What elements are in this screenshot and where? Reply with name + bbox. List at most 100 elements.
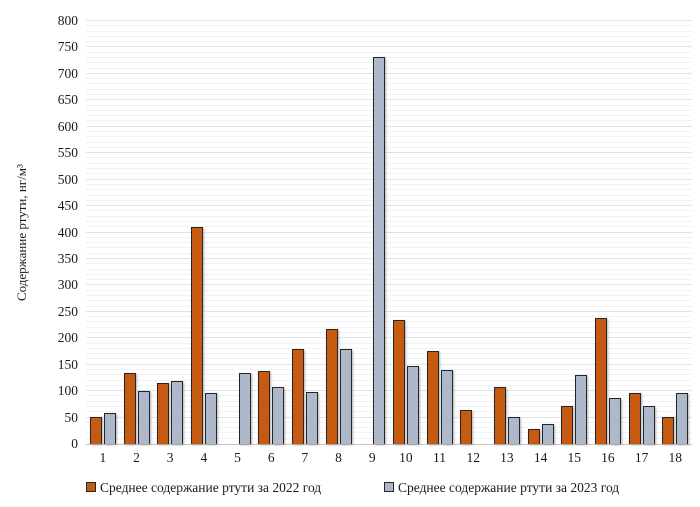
bar-2023-cat-15 xyxy=(575,375,588,444)
x-tick-label: 8 xyxy=(335,450,342,465)
minor-gridline xyxy=(86,120,692,122)
minor-gridline xyxy=(86,294,692,296)
minor-gridline xyxy=(86,189,692,191)
bar-2022-cat-18 xyxy=(662,416,675,444)
major-gridline xyxy=(86,99,692,101)
major-gridline xyxy=(86,363,692,365)
bar-2022-cat-12 xyxy=(460,410,473,444)
bar-group-16 xyxy=(591,21,625,444)
x-tick-label: 5 xyxy=(234,450,241,465)
bar-2023-cat-14 xyxy=(541,424,554,444)
major-gridline xyxy=(86,178,692,180)
bar-2022-cat-16 xyxy=(594,318,607,444)
bar-group-11 xyxy=(423,21,457,444)
minor-gridline xyxy=(86,379,692,381)
minor-gridline xyxy=(86,199,692,201)
bar-group-9 xyxy=(355,21,389,444)
minor-gridline xyxy=(86,83,692,85)
minor-gridline xyxy=(86,316,692,318)
x-tick-label: 14 xyxy=(533,450,548,465)
x-tick-label: 11 xyxy=(433,450,447,465)
minor-gridline xyxy=(86,326,692,328)
x-tick-label: 13 xyxy=(500,450,514,465)
bars xyxy=(86,21,692,444)
minor-gridline xyxy=(86,62,692,64)
major-gridline xyxy=(86,46,692,48)
legend-swatch-icon xyxy=(86,482,96,492)
bar-group-2 xyxy=(120,21,154,444)
y-axis-ticks: 0 50 100 150 200 250 300 350 400 450 500 550 600 650 7… xyxy=(0,14,78,451)
bar-group-6 xyxy=(254,21,288,444)
bar-2023-cat-5 xyxy=(238,372,251,444)
minor-gridline xyxy=(86,384,692,386)
bar-2023-cat-6 xyxy=(272,387,285,444)
bar-2023-cat-8 xyxy=(339,348,352,444)
minor-gridline xyxy=(86,220,692,222)
bar-group-17 xyxy=(625,21,659,444)
minor-gridline xyxy=(86,51,692,53)
y-tick-label: 250 xyxy=(57,304,78,319)
bar-2023-cat-1 xyxy=(103,413,116,444)
minor-gridline xyxy=(86,109,692,111)
x-tick-label: 17 xyxy=(634,450,649,465)
bar-group-7 xyxy=(288,21,322,444)
minor-gridline xyxy=(86,421,692,423)
bar-2022-cat-13 xyxy=(493,386,506,444)
minor-gridline xyxy=(86,226,692,228)
minor-gridline xyxy=(86,104,692,106)
y-tick-label: 500 xyxy=(57,172,78,187)
y-tick-label: 0 xyxy=(71,436,78,451)
minor-gridline xyxy=(86,247,692,249)
bar-2022-cat-6 xyxy=(258,370,271,444)
minor-gridline xyxy=(86,331,692,333)
minor-gridline xyxy=(86,432,692,434)
bar-group-14 xyxy=(524,21,558,444)
minor-gridline xyxy=(86,215,692,217)
bar-group-4 xyxy=(187,21,221,444)
minor-gridline xyxy=(86,395,692,397)
y-tick-label: 600 xyxy=(57,119,78,134)
bar-2023-cat-9 xyxy=(373,57,386,444)
minor-gridline xyxy=(86,146,692,148)
minor-gridline xyxy=(86,252,692,254)
bar-2023-cat-10 xyxy=(406,365,419,444)
major-gridline xyxy=(86,125,692,127)
minor-gridline xyxy=(86,57,692,59)
x-axis-labels: 1 2 3 4 5 6 7 8 9 10 11 12 13 14 15 16 17 18 xyxy=(86,450,692,466)
major-gridline xyxy=(86,205,692,207)
minor-gridline xyxy=(86,115,692,117)
y-tick-label: 200 xyxy=(57,330,78,345)
x-tick-label: 16 xyxy=(601,450,615,465)
minor-gridline xyxy=(86,183,692,185)
minor-gridline xyxy=(86,342,692,344)
legend: Среднее содержание ртути за 2022 год Сред… xyxy=(0,480,700,502)
bar-group-5 xyxy=(221,21,255,444)
bar-2022-cat-7 xyxy=(291,349,304,444)
major-gridline xyxy=(86,72,692,74)
y-tick-label: 350 xyxy=(57,251,78,266)
bar-2023-cat-2 xyxy=(137,391,150,444)
minor-gridline xyxy=(86,279,692,281)
y-tick-label: 650 xyxy=(57,92,78,107)
major-gridline xyxy=(86,231,692,233)
bar-group-18 xyxy=(658,21,692,444)
y-tick-label: 550 xyxy=(57,145,78,160)
bar-2023-cat-3 xyxy=(171,381,184,444)
bar-2023-cat-16 xyxy=(608,398,621,444)
minor-gridline xyxy=(86,131,692,133)
bar-2022-cat-1 xyxy=(89,417,102,444)
minor-gridline xyxy=(86,263,692,265)
minor-gridline xyxy=(86,406,692,407)
minor-gridline xyxy=(86,168,692,170)
minor-gridline xyxy=(86,300,692,302)
y-tick-label: 800 xyxy=(57,13,78,28)
bar-group-13 xyxy=(490,21,524,444)
legend-label: Среднее содержание ртути за 2023 год xyxy=(398,480,620,495)
bar-2023-cat-4 xyxy=(204,392,217,444)
bar-2022-cat-8 xyxy=(325,329,338,444)
x-tick-label: 15 xyxy=(567,450,581,465)
minor-gridline xyxy=(86,136,692,138)
minor-gridline xyxy=(86,162,692,164)
bar-group-12 xyxy=(456,21,490,444)
x-tick-label: 4 xyxy=(200,450,208,465)
